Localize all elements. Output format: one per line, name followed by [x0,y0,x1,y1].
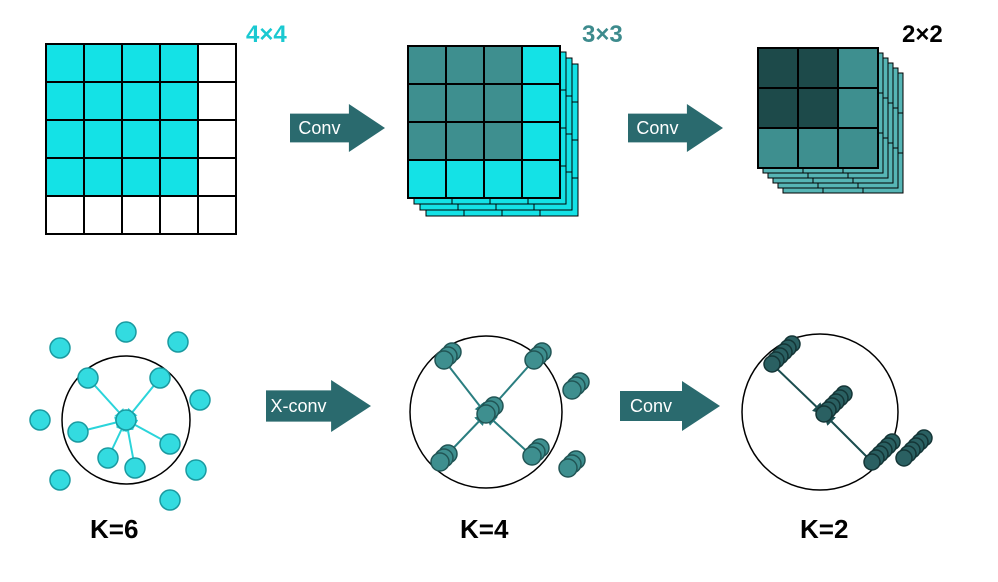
point-cluster [30,322,210,510]
svg-text:4×4: 4×4 [246,21,287,48]
grid-stack [408,46,578,216]
conv-arrow: Conv [620,381,720,431]
svg-text:2×2: 2×2 [902,21,943,48]
svg-text:Conv: Conv [298,118,340,138]
svg-text:K=6: K=6 [90,514,138,544]
svg-text:Conv: Conv [636,118,678,138]
diagram-root: 4×4 Conv 3×3 Conv 2×2 K=6 X-conv K=4 Conv K=2 [0,0,998,582]
point-cluster [742,334,932,490]
point-cluster [410,336,589,488]
conv-arrow: Conv [290,104,385,152]
svg-text:Conv: Conv [630,396,672,416]
svg-text:K=2: K=2 [800,514,848,544]
svg-text:K=4: K=4 [460,514,509,544]
svg-text:X-conv: X-conv [271,396,327,416]
grid-stack [758,48,903,193]
conv-arrow: Conv [628,104,723,152]
grid-5x5 [46,44,236,234]
svg-text:3×3: 3×3 [582,21,623,48]
conv-arrow: X-conv [266,380,371,432]
